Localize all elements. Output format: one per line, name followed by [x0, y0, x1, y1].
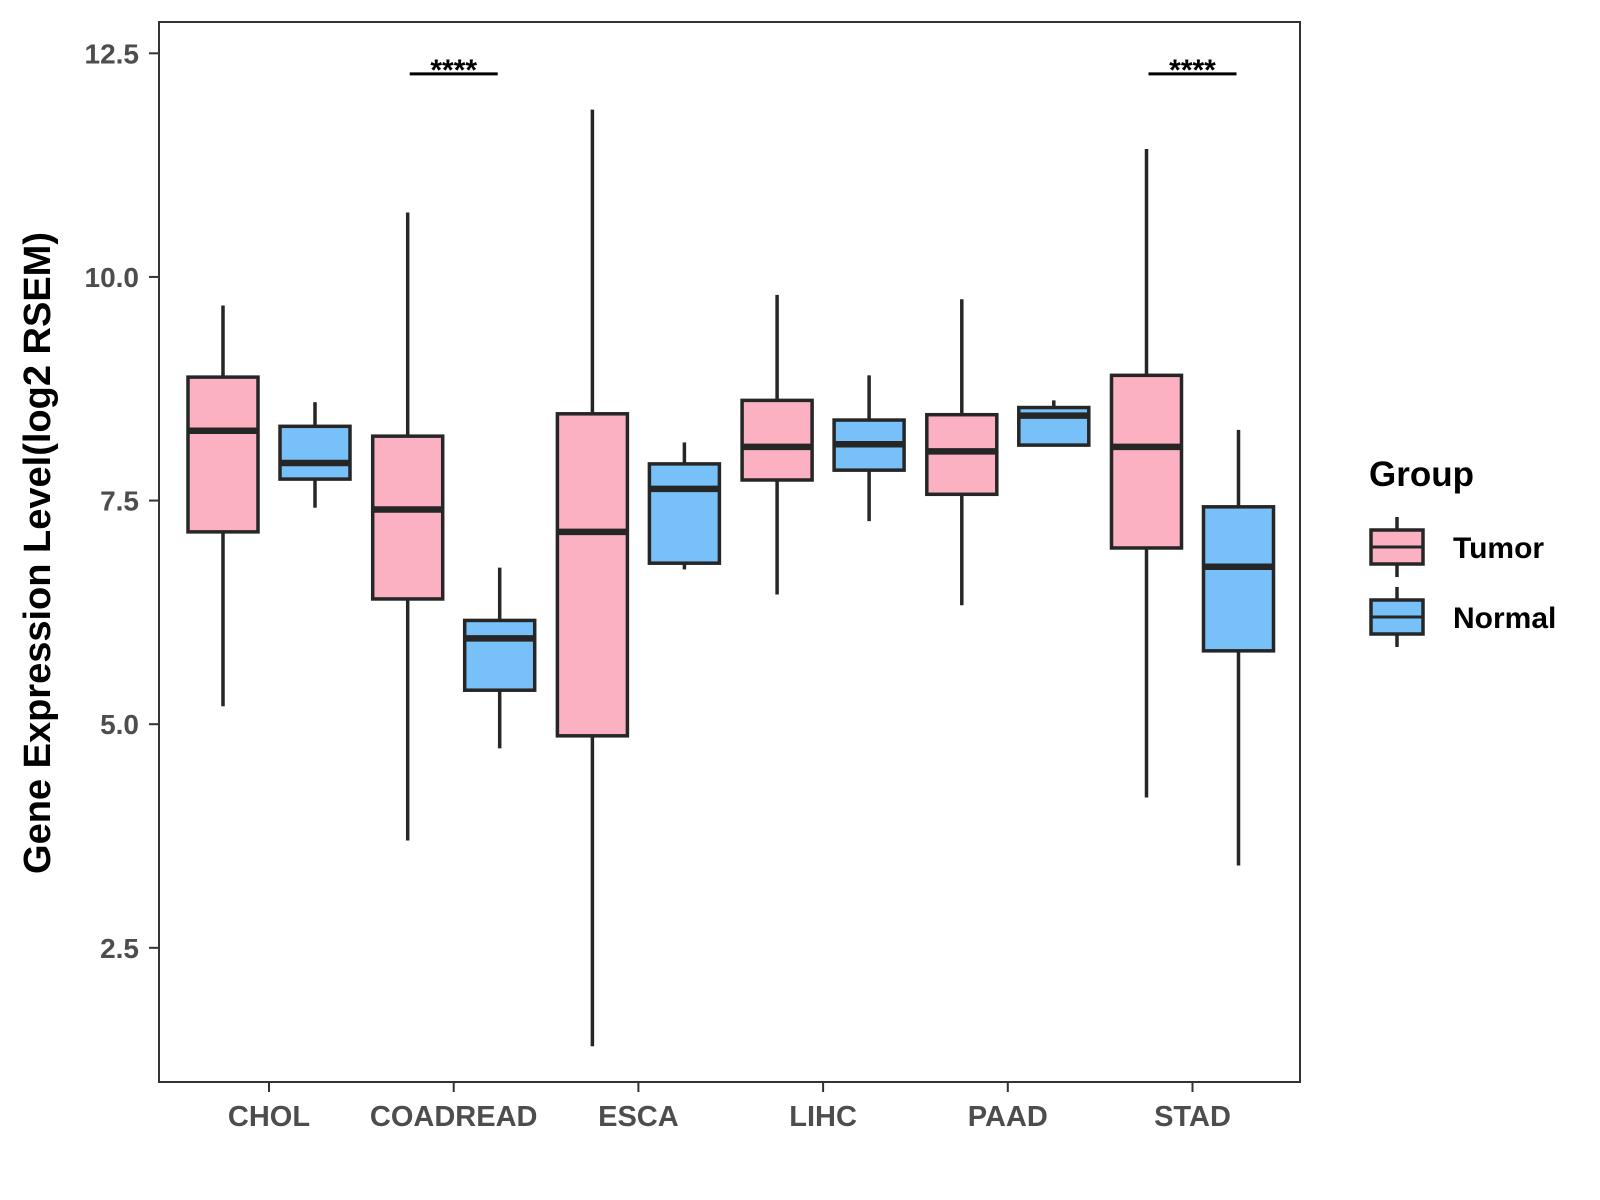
y-tick-label: 12.5 [85, 38, 140, 69]
iqr-box [1109, 373, 1184, 550]
box-tumor-lihc [740, 294, 814, 595]
legend-title: Group [1369, 455, 1474, 494]
box-tumor-chol [186, 305, 260, 707]
legend-label-normal: Normal [1453, 602, 1556, 635]
y-tick-label: 7.5 [100, 486, 139, 517]
box-normal-stad [1201, 429, 1276, 866]
x-tick-label-esca: ESCA [598, 1101, 679, 1133]
y-tick-label: 10.0 [85, 262, 140, 293]
box-normal-chol [278, 402, 352, 508]
iqr-box [555, 412, 630, 738]
iqr-box [278, 424, 352, 481]
box-normal-coadread [462, 567, 537, 749]
box-normal-esca [647, 442, 722, 570]
legend-key-tumor [1369, 517, 1425, 577]
box-tumor-paad [925, 299, 999, 606]
y-tick-label: 2.5 [100, 933, 139, 964]
x-tick-label-paad: PAAD [968, 1101, 1048, 1133]
x-tick-label-coadread: COADREAD [370, 1101, 538, 1133]
y-tick-label: 5.0 [100, 709, 139, 740]
iqr-box [1201, 505, 1276, 653]
iqr-box [462, 618, 537, 692]
iqr-box [370, 434, 445, 601]
iqr-box [647, 462, 722, 565]
y-axis-title: Gene Expression Level(log2 RSEM) [17, 232, 59, 874]
iqr-box [740, 398, 814, 482]
box-normal-paad [1017, 400, 1091, 447]
box-tumor-esca [555, 109, 630, 1047]
box-tumor-coadread [370, 212, 445, 841]
legend-key-normal [1369, 587, 1425, 647]
box-normal-lihc [832, 375, 906, 522]
plot-panel-border [158, 21, 1301, 1083]
x-tick-label-stad: STAD [1154, 1101, 1231, 1133]
x-tick-label-chol: CHOL [228, 1101, 310, 1133]
legend-label-tumor: Tumor [1453, 532, 1544, 565]
significance-label: **** [430, 54, 477, 87]
iqr-box [186, 375, 260, 534]
x-tick-label-lihc: LIHC [789, 1101, 857, 1133]
significance-label: **** [1169, 54, 1216, 87]
box-tumor-stad [1109, 149, 1184, 798]
